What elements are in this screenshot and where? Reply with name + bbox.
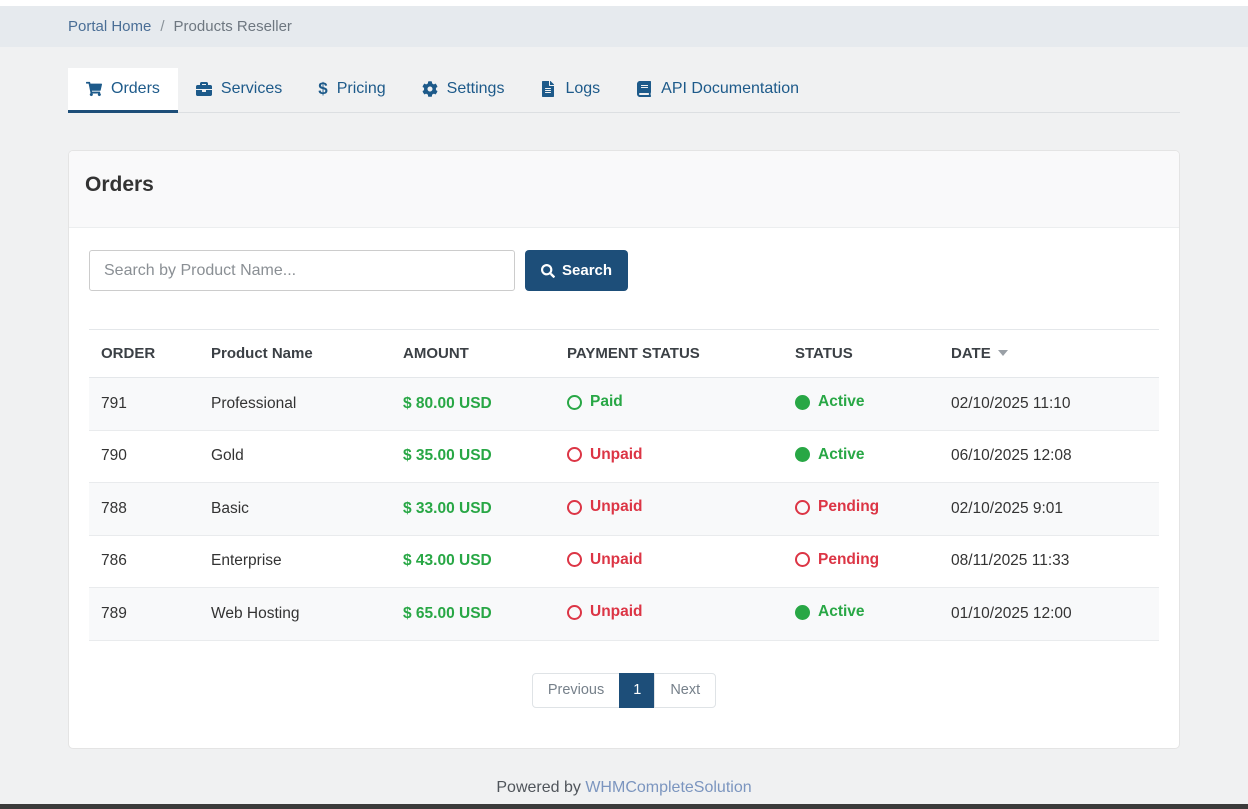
product-name-cell: Professional <box>199 377 391 431</box>
pagination-previous-button[interactable]: Previous <box>531 672 621 708</box>
amount-cell: $ 43.00 USD <box>391 535 555 588</box>
payment-status-icon <box>567 394 582 410</box>
pagination: Previous 1 Next <box>89 672 1159 708</box>
whmcompletesolution-link[interactable]: WHMCompleteSolution <box>585 778 752 796</box>
status-cell: Active <box>783 587 939 641</box>
date-cell: 08/11/2025 11:33 <box>939 535 1159 588</box>
product-name-cell: Gold <box>199 430 391 483</box>
breadcrumb: Portal Home / Products Reseller <box>68 18 1180 35</box>
order-id-cell: 791 <box>89 377 199 431</box>
dollar-sign-icon: $ <box>318 79 328 98</box>
pagination-next-button[interactable]: Next <box>654 672 717 708</box>
search-button[interactable]: Search <box>525 250 629 291</box>
amount-cell: $ 35.00 USD <box>391 430 555 483</box>
search-input[interactable] <box>89 250 515 291</box>
payment-status-icon <box>567 552 582 567</box>
date-cell: 01/10/2025 12:00 <box>939 587 1159 641</box>
breadcrumb-current-page: Products Reseller <box>173 18 292 35</box>
order-id-cell: 790 <box>89 430 199 483</box>
bottom-bar <box>0 804 1248 809</box>
magnifier-icon <box>541 263 555 278</box>
payment-status-cell: Paid <box>555 377 783 431</box>
breadcrumb-portal-home-link[interactable]: Portal Home <box>68 18 152 35</box>
payment-status-icon <box>567 447 582 462</box>
tab-label: Pricing <box>336 80 386 97</box>
payment-status-icon <box>567 604 582 620</box>
column-header-product-name: Product Name <box>199 329 391 378</box>
sort-desc-icon <box>997 350 1008 356</box>
payment-status-cell: Unpaid <box>555 535 783 588</box>
column-header-payment-status: PAYMENT STATUS <box>555 329 783 378</box>
table-header-row: ORDER Product Name AMOUNT PAYMENT STATUS… <box>89 329 1159 378</box>
footer: Powered by WHMCompleteSolution <box>68 779 1180 797</box>
date-cell: 02/10/2025 9:01 <box>939 482 1159 536</box>
search-button-label: Search <box>562 262 613 279</box>
order-id-cell: 788 <box>89 482 199 536</box>
status-icon <box>795 552 810 567</box>
breadcrumb-bar: Portal Home / Products Reseller <box>0 6 1248 47</box>
amount-cell: $ 80.00 USD <box>391 377 555 431</box>
tab-bar: Orders Services $ Pricing Settings Logs … <box>68 68 1180 113</box>
tab-api-documentation[interactable]: API Documentation <box>618 68 817 113</box>
column-header-order: ORDER <box>89 329 199 378</box>
powered-by-text: Powered by <box>496 778 581 796</box>
gear-icon <box>422 81 438 97</box>
product-name-cell: Enterprise <box>199 535 391 588</box>
tab-logs[interactable]: Logs <box>522 68 618 113</box>
tab-label: API Documentation <box>661 80 800 97</box>
payment-status-icon <box>567 499 582 515</box>
tab-label: Logs <box>565 80 601 97</box>
payment-status-cell: Unpaid <box>555 482 783 536</box>
status-icon <box>795 447 810 462</box>
tab-label: Orders <box>111 80 160 97</box>
tab-label: Services <box>220 80 283 97</box>
table-row: 786 Enterprise $ 43.00 USD Unpaid Pendin… <box>89 535 1159 588</box>
tab-pricing[interactable]: $ Pricing <box>300 68 403 113</box>
status-cell: Pending <box>783 482 939 536</box>
tab-services[interactable]: Services <box>178 68 300 113</box>
date-cell: 02/10/2025 11:10 <box>939 377 1159 431</box>
tab-label: Settings <box>446 80 505 97</box>
breadcrumb-separator: / <box>160 18 165 35</box>
amount-cell: $ 33.00 USD <box>391 482 555 536</box>
status-icon <box>795 604 810 620</box>
date-cell: 06/10/2025 12:08 <box>939 430 1159 483</box>
payment-status-cell: Unpaid <box>555 430 783 483</box>
column-header-amount: AMOUNT <box>391 329 555 378</box>
product-name-cell: Web Hosting <box>199 587 391 641</box>
page-title: Orders <box>85 173 154 196</box>
tab-settings[interactable]: Settings <box>404 68 523 113</box>
orders-card-header: Orders <box>69 151 1179 228</box>
orders-table: ORDER Product Name AMOUNT PAYMENT STATUS… <box>89 329 1159 641</box>
orders-card-body: Search ORDER Product Name AMOUNT PAYMENT… <box>69 228 1179 748</box>
shopping-cart-icon <box>86 81 102 97</box>
tab-orders[interactable]: Orders <box>68 68 178 113</box>
table-row: 790 Gold $ 35.00 USD Unpaid Active 06/10… <box>89 430 1159 483</box>
orders-card: Orders Search ORDER Product Name <box>68 150 1180 749</box>
status-icon <box>795 499 810 515</box>
payment-status-cell: Unpaid <box>555 587 783 641</box>
search-row: Search <box>89 250 1159 291</box>
table-row: 788 Basic $ 33.00 USD Unpaid Pending 02/… <box>89 482 1159 536</box>
status-cell: Active <box>783 377 939 431</box>
briefcase-icon <box>195 82 212 96</box>
file-lines-icon <box>542 81 555 97</box>
column-header-date[interactable]: DATE <box>939 329 1159 378</box>
amount-cell: $ 65.00 USD <box>391 587 555 641</box>
column-header-status: STATUS <box>783 329 939 378</box>
order-id-cell: 789 <box>89 587 199 641</box>
book-icon <box>637 81 652 97</box>
order-id-cell: 786 <box>89 535 199 588</box>
product-name-cell: Basic <box>199 482 391 536</box>
table-row: 789 Web Hosting $ 65.00 USD Unpaid Activ… <box>89 587 1159 641</box>
table-row: 791 Professional $ 80.00 USD Paid Active… <box>89 377 1159 431</box>
status-icon <box>795 394 810 410</box>
status-cell: Pending <box>783 535 939 588</box>
status-cell: Active <box>783 430 939 483</box>
pagination-page-1-button[interactable]: 1 <box>619 672 656 708</box>
top-strip <box>0 0 1248 6</box>
